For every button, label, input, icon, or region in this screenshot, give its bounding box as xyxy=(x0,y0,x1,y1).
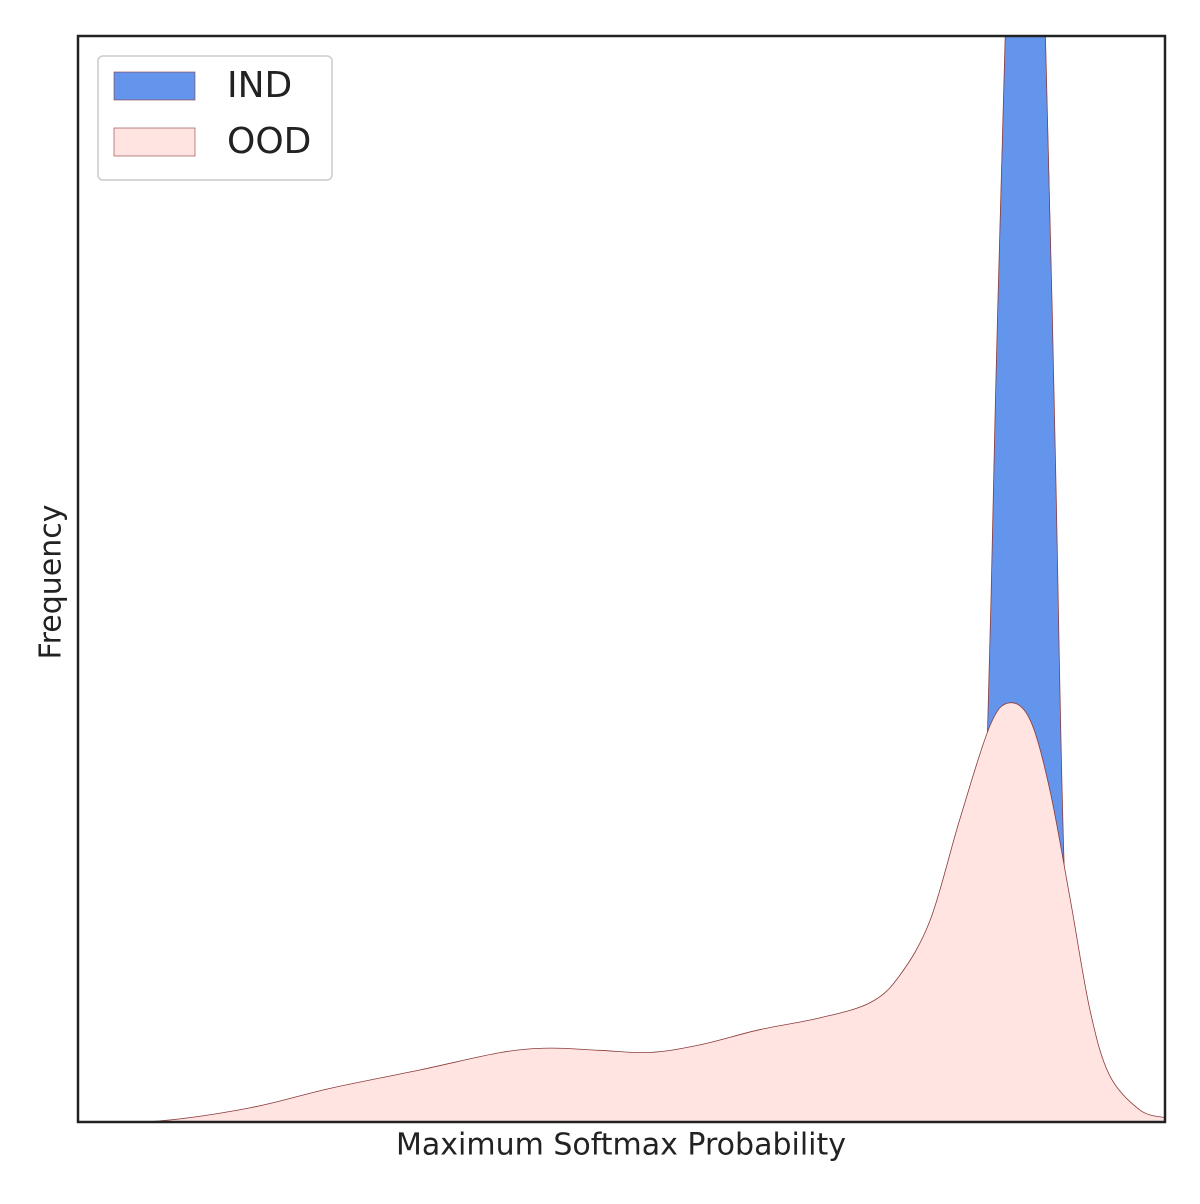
y-axis-label: Frequency xyxy=(34,505,69,660)
legend-swatch xyxy=(113,127,196,157)
legend-label: IND xyxy=(227,65,292,106)
x-axis-label: Maximum Softmax Probability xyxy=(396,1128,846,1163)
legend-swatch xyxy=(113,71,196,101)
area xyxy=(78,702,1165,1122)
plot-frame xyxy=(76,34,1167,1124)
legend-label: OOD xyxy=(227,121,311,162)
plot-area xyxy=(78,36,1165,1122)
